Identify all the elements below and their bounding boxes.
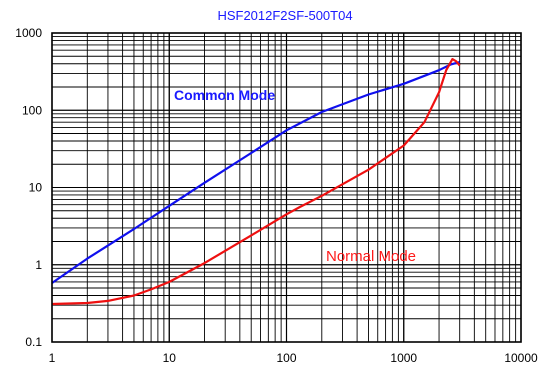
x-tick-label: 10	[163, 351, 177, 365]
x-tick-label: 100	[276, 351, 296, 365]
series-line-normal-mode	[51, 57, 461, 306]
y-tick-label: 1000	[15, 26, 42, 40]
chart-grid	[51, 32, 522, 343]
y-tick-label: 10	[29, 181, 43, 195]
x-tick-labels: 1 10 100 1000 10000	[49, 351, 538, 365]
chart-series-lines	[51, 57, 461, 306]
y-tick-label: 0.1	[25, 335, 42, 349]
x-tick-label: 1	[49, 351, 56, 365]
series-line-common-mode	[51, 61, 460, 284]
y-tick-label: 1	[35, 258, 42, 272]
x-tick-label: 10000	[504, 351, 538, 365]
x-tick-label: 1000	[390, 351, 417, 365]
plot-border	[51, 32, 522, 343]
chart-title: HSF2012F2SF-500T04	[217, 8, 352, 23]
y-tick-labels: 0.1 1 10 100 1000	[15, 26, 42, 349]
annotation-common-mode: Common Mode	[174, 87, 275, 103]
annotation-normal-mode: Normal Mode	[326, 248, 416, 265]
y-tick-label: 100	[22, 103, 42, 117]
